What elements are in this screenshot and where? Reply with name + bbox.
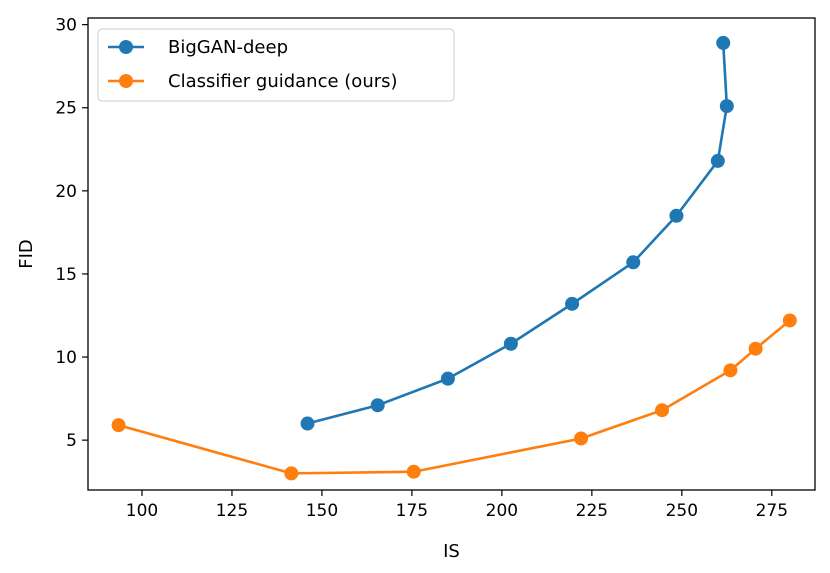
data-point <box>574 431 589 446</box>
data-point <box>440 371 455 386</box>
x-tick-label: 150 <box>306 501 338 521</box>
x-tick-label: 225 <box>576 501 608 521</box>
data-point <box>565 296 580 311</box>
series-layer <box>111 35 797 481</box>
plot-frame <box>87 17 816 491</box>
y-tick-label: 30 <box>55 16 77 36</box>
data-point <box>370 398 385 413</box>
legend-entries: BigGAN-deep Classifier guidance (ours) <box>108 37 398 92</box>
x-tick-label: 250 <box>666 501 698 521</box>
x-axis-ticks: 100 125 150 175 200 225 250 275 <box>126 490 788 521</box>
y-tick-label: 5 <box>66 431 77 451</box>
x-tick-label: 125 <box>216 501 248 521</box>
x-tick-label: 175 <box>396 501 428 521</box>
x-tick-label: 200 <box>486 501 518 521</box>
series-line <box>307 42 729 425</box>
legend-marker <box>119 74 133 88</box>
data-point <box>300 416 315 431</box>
series-1 <box>111 313 797 481</box>
data-point <box>503 336 518 351</box>
legend: BigGAN-deep Classifier guidance (ours) <box>97 28 455 102</box>
data-point <box>748 341 763 356</box>
data-point <box>719 99 734 114</box>
y-axis-label: FID <box>16 239 37 269</box>
data-point <box>111 418 126 433</box>
x-tick-label: 275 <box>756 501 788 521</box>
legend-entry: BigGAN-deep <box>108 37 288 58</box>
legend-marker <box>119 40 133 54</box>
legend-box <box>97 28 455 102</box>
y-axis-ticks: 5 10 15 20 25 30 <box>55 16 88 451</box>
y-tick-label: 15 <box>55 265 77 285</box>
x-tick-label: 100 <box>126 501 158 521</box>
data-point <box>716 35 731 50</box>
legend-entry: Classifier guidance (ours) <box>108 71 398 92</box>
x-axis-label: IS <box>443 541 460 562</box>
data-point <box>669 208 684 223</box>
data-point <box>723 363 738 378</box>
y-tick-label: 25 <box>55 99 77 119</box>
legend-label: BigGAN-deep <box>168 37 288 58</box>
data-point <box>626 255 641 270</box>
data-point <box>406 464 421 479</box>
data-point <box>782 313 797 328</box>
legend-label: Classifier guidance (ours) <box>168 71 398 92</box>
data-point <box>710 153 725 168</box>
y-tick-label: 20 <box>55 182 77 202</box>
data-point <box>284 466 299 481</box>
y-tick-label: 10 <box>55 348 77 368</box>
series-0 <box>300 35 734 431</box>
data-point <box>655 403 670 418</box>
